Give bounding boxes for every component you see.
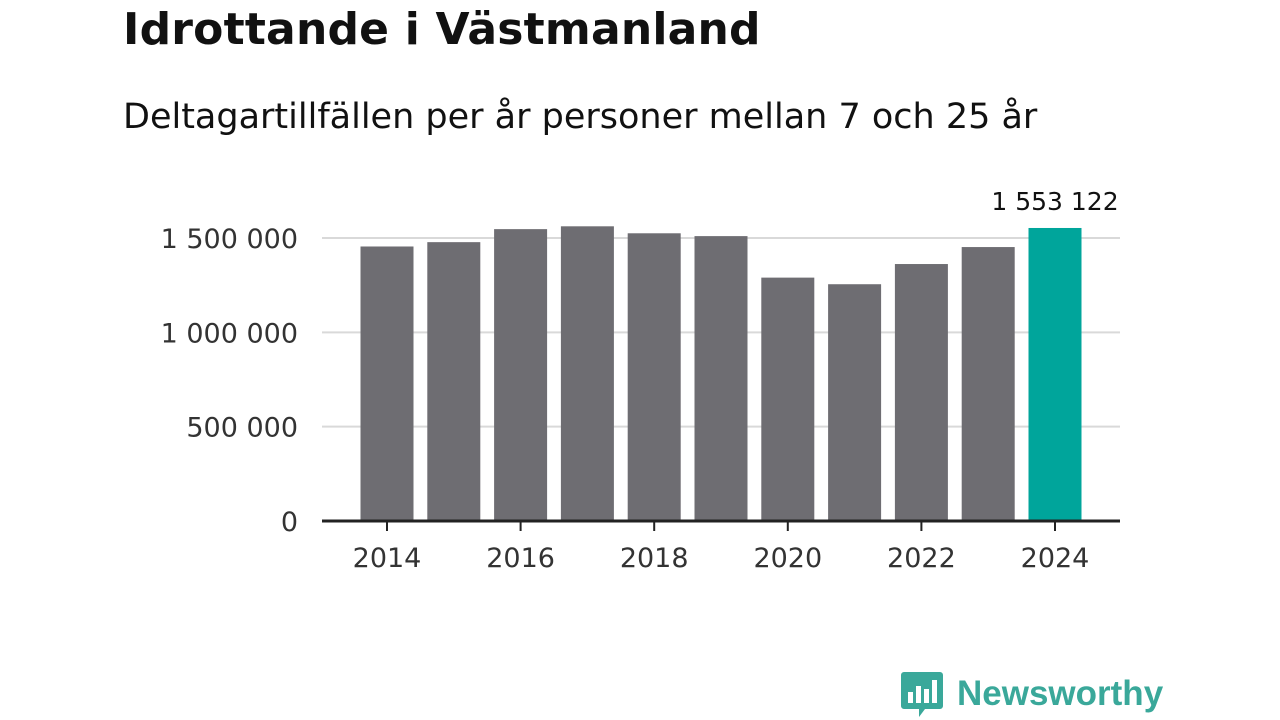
- x-tick-label: 2018: [620, 543, 689, 574]
- bar-2019: [694, 236, 748, 521]
- bar-2022: [894, 264, 948, 521]
- bar-2023: [961, 247, 1015, 521]
- bar-2016: [494, 229, 548, 521]
- bar-chart-bubble-icon: [901, 672, 943, 717]
- y-tick-label: 500 000: [186, 413, 298, 444]
- logo-text: Newsworthy: [957, 674, 1164, 713]
- bar-2021: [828, 284, 882, 521]
- bar-2015: [427, 242, 481, 521]
- x-tick-label: 2024: [1021, 543, 1090, 574]
- y-tick-label: 0: [281, 507, 298, 538]
- x-tick-label: 2016: [486, 543, 555, 574]
- x-tick-label: 2020: [753, 543, 822, 574]
- y-tick-label: 1 500 000: [161, 224, 298, 255]
- chart-subtitle: Deltagartillfällen per år personer mella…: [123, 97, 1038, 137]
- bar-2014: [360, 246, 414, 522]
- x-tick-label: 2014: [353, 543, 422, 574]
- x-tick-label: 2022: [887, 543, 956, 574]
- highlight-value-label: 1 553 122: [991, 187, 1118, 216]
- newsworthy-logo: Newsworthy: [901, 670, 1163, 718]
- bar-2024: [1028, 227, 1082, 521]
- bar-chart: 0 500 000 1 000 000 1 500 000 1 553 122 2014 2…: [161, 187, 1120, 574]
- chart-title: Idrottande i Västmanland: [123, 4, 761, 55]
- bar-2017: [560, 226, 614, 521]
- bar-2018: [627, 233, 681, 522]
- bar-2020: [761, 277, 815, 521]
- y-tick-label: 1 000 000: [161, 318, 298, 349]
